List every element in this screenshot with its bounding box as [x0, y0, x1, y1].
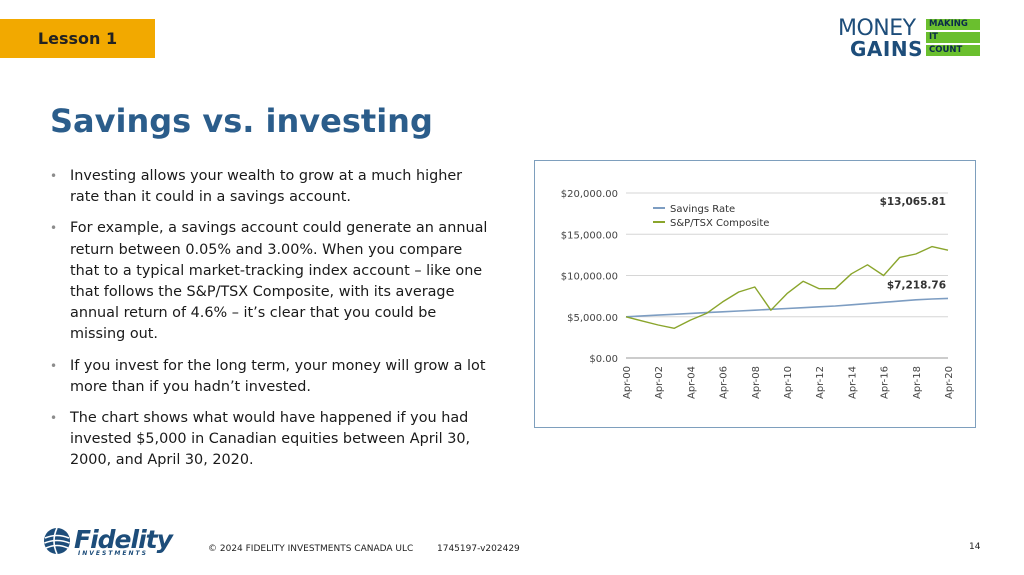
x-tick-label: Apr-20 [944, 366, 955, 399]
chart-svg: $0.00 $5,000.00 $10,000.00 $15,000.00 $20,00… [561, 189, 955, 399]
x-tick-label: Apr-06 [719, 366, 730, 399]
bullet-item: • Investing allows your wealth to grow at… [50, 166, 490, 208]
fidelity-wordmark: Fidelity [74, 525, 173, 554]
logo-tag-it: IT [926, 32, 980, 43]
bullet-text: Investing allows your wealth to grow at … [70, 168, 463, 206]
logo-tag-count: COUNT [926, 45, 980, 56]
bullet-item: • If you invest for the long term, your m… [50, 356, 490, 398]
x-tick-label: Apr-16 [880, 366, 891, 399]
y-tick-label: $0.00 [589, 354, 618, 365]
bullet-list: • Investing allows your wealth to grow at… [50, 166, 490, 482]
tsx-composite-line [625, 245, 949, 330]
fidelity-logo: Fidelity INVESTMENTS [42, 524, 182, 558]
lesson-tag: Lesson 1 [0, 19, 155, 58]
bullet-item: • For example, a savings account could ge… [50, 218, 490, 345]
copyright-text: © 2024 FIDELITY INVESTMENTS CANADA ULC [208, 544, 414, 554]
page-title: Savings vs. investing [50, 102, 433, 140]
bullet-text: For example, a savings account could gen… [70, 220, 488, 343]
bullet-dot-icon: • [50, 221, 58, 236]
bullet-text: The chart shows what would have happened… [70, 410, 471, 469]
y-tick-label: $5,000.00 [567, 313, 618, 324]
bullet-dot-icon: • [50, 411, 58, 426]
y-tick-label: $15,000.00 [561, 230, 618, 241]
x-tick-label: Apr-14 [847, 366, 858, 399]
lesson-tag-label: Lesson 1 [37, 29, 118, 48]
document-id: 1745197-v202429 [437, 544, 520, 554]
legend-label: Savings Rate [670, 204, 735, 215]
x-tick-label: Apr-00 [622, 366, 633, 399]
x-tick-label: Apr-08 [751, 366, 762, 399]
savings-vs-tsx-chart: $0.00 $5,000.00 $10,000.00 $15,000.00 $20,00… [534, 160, 976, 428]
y-tick-label: $10,000.00 [561, 272, 618, 283]
y-tick-label: $20,000.00 [561, 189, 618, 200]
bullet-item: • The chart shows what would have happene… [50, 408, 490, 472]
bullet-dot-icon: • [50, 358, 58, 373]
page-number: 14 [969, 542, 981, 552]
x-tick-label: Apr-12 [815, 366, 826, 399]
savings-end-value-label: $7,218.76 [887, 279, 946, 291]
logo-tag-making: MAKING [926, 19, 980, 30]
bullet-dot-icon: • [50, 169, 58, 183]
fidelity-globe-icon [44, 527, 70, 555]
legend-label: S&P/TSX Composite [670, 218, 769, 229]
logo-gains-text: GAINS [850, 37, 923, 61]
money-gains-logo: MONEY GAINS MAKING IT COUNT [838, 16, 983, 61]
x-tick-label: Apr-18 [912, 366, 923, 399]
savings-rate-line [625, 297, 949, 318]
logo-money-text: MONEY [838, 16, 916, 41]
x-tick-label: Apr-10 [783, 366, 794, 399]
fidelity-investments-wordmark: INVESTMENTS [78, 550, 148, 557]
x-tick-label: Apr-04 [686, 366, 697, 399]
bullet-text: If you invest for the long term, your mo… [70, 357, 486, 395]
tsx-end-value-label: $13,065.81 [880, 196, 946, 208]
x-tick-label: Apr-02 [654, 366, 665, 399]
